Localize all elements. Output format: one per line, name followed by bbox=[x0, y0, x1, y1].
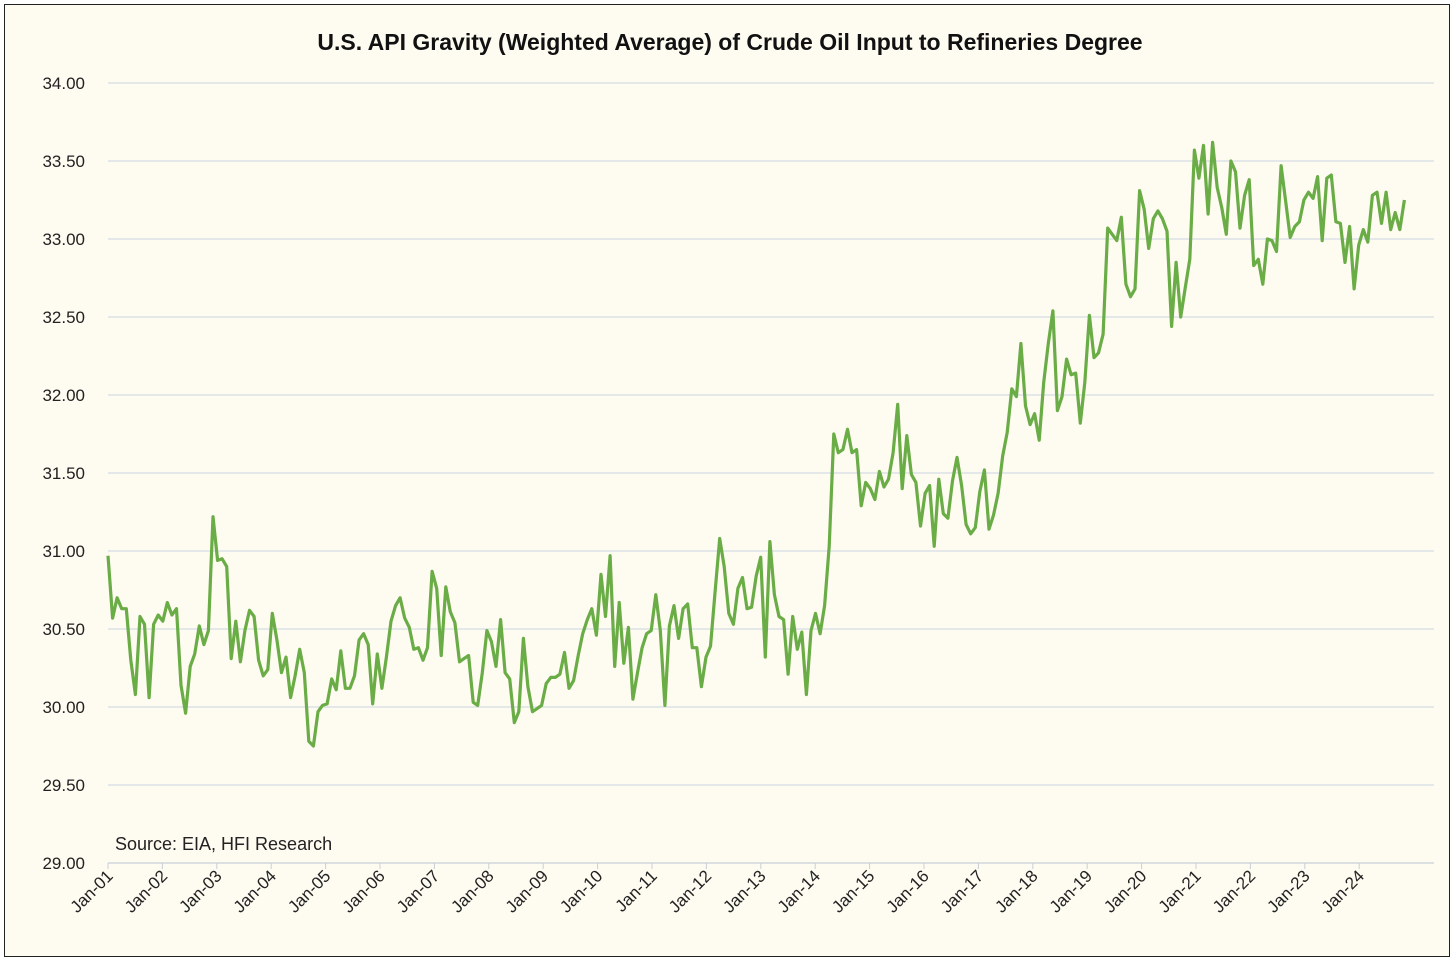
x-tick-label: Jan-06 bbox=[339, 866, 389, 916]
x-tick-label: Jan-04 bbox=[230, 866, 280, 916]
y-tick-label: 32.00 bbox=[42, 386, 85, 405]
x-tick-label: Jan-16 bbox=[883, 866, 933, 916]
y-tick-label: 31.50 bbox=[42, 464, 85, 483]
gridlines bbox=[108, 82, 1434, 864]
x-tick-label: Jan-11 bbox=[612, 866, 661, 915]
x-tick-label: Jan-15 bbox=[828, 866, 878, 916]
x-tick-label: Jan-24 bbox=[1318, 866, 1368, 916]
y-tick-label: 33.50 bbox=[42, 152, 85, 171]
x-tick-label: Jan-12 bbox=[665, 866, 715, 916]
y-tick-label: 29.00 bbox=[42, 854, 85, 873]
x-tick-label: Jan-02 bbox=[121, 866, 171, 916]
x-tick-label: Jan-14 bbox=[774, 866, 824, 916]
x-tick-label: Jan-09 bbox=[502, 866, 552, 916]
y-tick-label: 30.00 bbox=[42, 698, 85, 717]
x-tick-label: Jan-08 bbox=[447, 866, 497, 916]
x-tick-label: Jan-01 bbox=[67, 866, 117, 916]
x-tick-label: Jan-05 bbox=[284, 866, 334, 916]
chart-title: U.S. API Gravity (Weighted Average) of C… bbox=[317, 29, 1142, 55]
y-tick-label: 29.50 bbox=[42, 776, 85, 795]
x-tick-label: Jan-19 bbox=[1046, 866, 1096, 916]
y-axis-ticks: 29.00 29.50 30.00 30.50 31.00 31.50 32.00 32.50… bbox=[42, 74, 85, 873]
series-line-api-gravity bbox=[106, 140, 1406, 748]
x-tick-label: Jan-13 bbox=[719, 866, 769, 916]
x-tick-label: Jan-20 bbox=[1100, 866, 1150, 916]
x-tick-label: Jan-03 bbox=[175, 866, 225, 916]
x-tick-label: Jan-17 bbox=[937, 866, 987, 916]
x-tick-label: Jan-10 bbox=[556, 866, 606, 916]
y-tick-label: 33.00 bbox=[42, 230, 85, 249]
y-tick-label: 32.50 bbox=[42, 308, 85, 327]
chart-frame bbox=[4, 4, 1450, 957]
x-axis-ticks: Jan-01 Jan-02 Jan-03 Jan-04 Jan-05 Jan-06 Jan-… bbox=[67, 863, 1368, 917]
x-tick-label: Jan-23 bbox=[1263, 866, 1313, 916]
x-tick-label: Jan-22 bbox=[1209, 866, 1259, 916]
x-tick-label: Jan-07 bbox=[393, 866, 443, 916]
y-tick-label: 34.00 bbox=[42, 74, 85, 93]
source-annotation: Source: EIA, HFI Research bbox=[115, 834, 332, 854]
y-tick-label: 30.50 bbox=[42, 620, 85, 639]
y-tick-label: 31.00 bbox=[42, 542, 85, 561]
x-tick-label: Jan-18 bbox=[991, 866, 1041, 916]
x-tick-label: Jan-21 bbox=[1155, 866, 1205, 916]
